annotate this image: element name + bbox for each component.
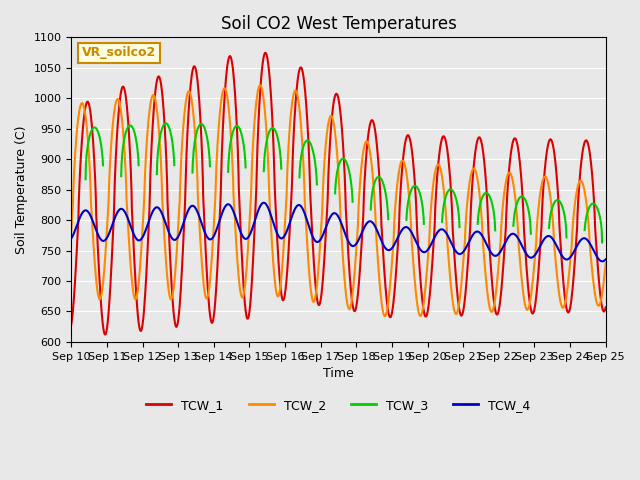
Y-axis label: Soil Temperature (C): Soil Temperature (C) xyxy=(15,125,28,254)
TCW_1 xyxy=(109,231,117,237)
TCW_3 xyxy=(305,138,313,144)
TCW_3 xyxy=(372,178,380,183)
Line: TCW_4: TCW_4 xyxy=(71,203,605,261)
TCW_1 xyxy=(316,302,323,308)
TCW_1 xyxy=(602,304,609,310)
Text: VR_soilco2: VR_soilco2 xyxy=(82,47,156,60)
TCW_2 xyxy=(372,221,380,227)
TCW_2 xyxy=(316,257,323,263)
TCW_1 xyxy=(101,332,109,337)
TCW_1 xyxy=(67,322,75,327)
Line: TCW_2: TCW_2 xyxy=(71,85,605,316)
TCW_2 xyxy=(257,82,264,88)
Legend: TCW_1, TCW_2, TCW_3, TCW_4: TCW_1, TCW_2, TCW_3, TCW_4 xyxy=(141,394,536,417)
TCW_2 xyxy=(109,123,116,129)
TCW_2 xyxy=(305,273,313,279)
Line: TCW_1: TCW_1 xyxy=(71,53,605,335)
TCW_2 xyxy=(294,97,302,103)
X-axis label: Time: Time xyxy=(323,367,354,380)
TCW_1 xyxy=(306,175,314,180)
TCW_2 xyxy=(602,260,609,266)
TCW_2 xyxy=(381,313,389,319)
TCW_4 xyxy=(305,225,313,231)
TCW_2 xyxy=(67,229,75,235)
TCW_1 xyxy=(131,265,139,271)
TCW_4 xyxy=(131,233,138,239)
TCW_3 xyxy=(131,129,138,135)
Title: Soil CO2 West Temperatures: Soil CO2 West Temperatures xyxy=(221,15,456,33)
Line: TCW_3: TCW_3 xyxy=(86,123,602,242)
TCW_2 xyxy=(131,295,138,300)
TCW_4 xyxy=(260,200,268,205)
TCW_1 xyxy=(295,70,303,76)
TCW_1 xyxy=(261,50,269,56)
TCW_4 xyxy=(602,256,609,262)
TCW_1 xyxy=(372,135,380,141)
TCW_4 xyxy=(372,225,380,230)
TCW_4 xyxy=(67,236,75,241)
TCW_4 xyxy=(109,221,116,227)
TCW_4 xyxy=(598,258,606,264)
TCW_4 xyxy=(316,239,323,244)
TCW_4 xyxy=(294,202,302,208)
